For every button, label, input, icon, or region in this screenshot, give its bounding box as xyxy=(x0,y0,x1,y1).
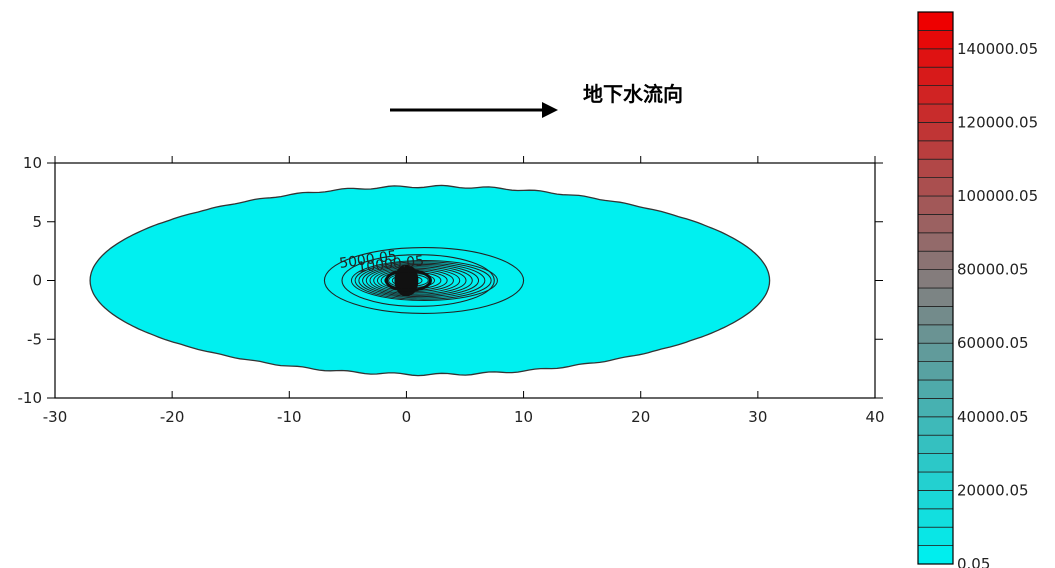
contour-5000.05 xyxy=(323,247,525,314)
colorbar-step xyxy=(917,213,954,234)
colorbar-step xyxy=(917,122,954,142)
y-tick-label: 0 xyxy=(32,272,42,290)
colorbar-step xyxy=(917,85,954,105)
contour-10000.05 xyxy=(341,254,495,307)
flow-direction-arrow xyxy=(390,102,558,118)
y-tick-label: -5 xyxy=(27,330,42,348)
colorbar-step xyxy=(917,11,954,31)
x-tick-label: 20 xyxy=(631,408,650,426)
colorbar: 140000.05 120000.05 100000.05 80000.05 60000… xyxy=(917,11,1038,568)
colorbar-label: 140000.05 xyxy=(957,40,1038,58)
colorbar-step xyxy=(917,232,954,252)
colorbar-label: 120000.05 xyxy=(957,113,1038,131)
colorbar-step xyxy=(917,545,954,565)
colorbar-label: 60000.05 xyxy=(957,334,1029,352)
y-tick-label: 5 xyxy=(32,213,42,231)
contour-inner xyxy=(354,261,492,300)
x-tick-label: 0 xyxy=(402,408,412,426)
colorbar-step xyxy=(917,471,954,491)
colorbar-step xyxy=(917,140,954,160)
colorbar-label: 80000.05 xyxy=(957,261,1029,279)
colorbar-step xyxy=(917,177,954,197)
flow-direction-label: 地下水流向 xyxy=(583,82,683,106)
colorbar-step xyxy=(917,379,954,399)
colorbar-step xyxy=(917,158,954,178)
x-tick-label: -10 xyxy=(277,408,302,426)
colorbar-step xyxy=(917,324,954,344)
x-tick-label: 10 xyxy=(514,408,533,426)
colorbar-frame xyxy=(917,11,954,565)
x-tick-label: -30 xyxy=(43,408,68,426)
colorbar-step xyxy=(917,361,954,381)
colorbar-step xyxy=(917,342,954,363)
colorbar-step xyxy=(917,66,954,86)
y-tick-label: 10 xyxy=(23,154,42,172)
contour-inner xyxy=(365,265,473,296)
contour-inner xyxy=(358,262,486,299)
colorbar-step xyxy=(917,287,954,307)
x-tick-label: 30 xyxy=(748,408,767,426)
colorbar-label: 40000.05 xyxy=(957,408,1029,426)
colorbar-step xyxy=(917,48,954,68)
colorbar-step xyxy=(917,29,954,50)
contour-label: 10000.05 xyxy=(357,253,425,276)
colorbar-label: 20000.05 xyxy=(957,481,1029,499)
colorbar-step xyxy=(917,397,954,418)
colorbar-step xyxy=(917,269,954,289)
contour-inner xyxy=(362,263,480,298)
colorbar-step xyxy=(917,453,954,473)
colorbar-label: 0.05 xyxy=(957,555,990,568)
colorbar-step xyxy=(917,195,954,215)
x-tick-label: 40 xyxy=(865,408,884,426)
contour-inner xyxy=(350,260,498,301)
colorbar-step xyxy=(917,416,954,436)
colorbar-step xyxy=(917,526,954,547)
colorbar-step xyxy=(917,434,954,455)
colorbar-step xyxy=(917,103,954,123)
contour-inner xyxy=(373,267,461,294)
x-tick-label: -20 xyxy=(160,408,185,426)
contour-inner xyxy=(369,266,467,295)
colorbar-step xyxy=(917,250,954,270)
y-tick-label: -10 xyxy=(18,389,43,407)
colorbar-step xyxy=(917,508,954,528)
colorbar-step xyxy=(917,305,954,326)
colorbar-label: 100000.05 xyxy=(957,187,1038,205)
contour-label: 5000.05 xyxy=(338,248,398,272)
source-core-ring xyxy=(384,269,432,292)
colorbar-step xyxy=(917,489,954,510)
